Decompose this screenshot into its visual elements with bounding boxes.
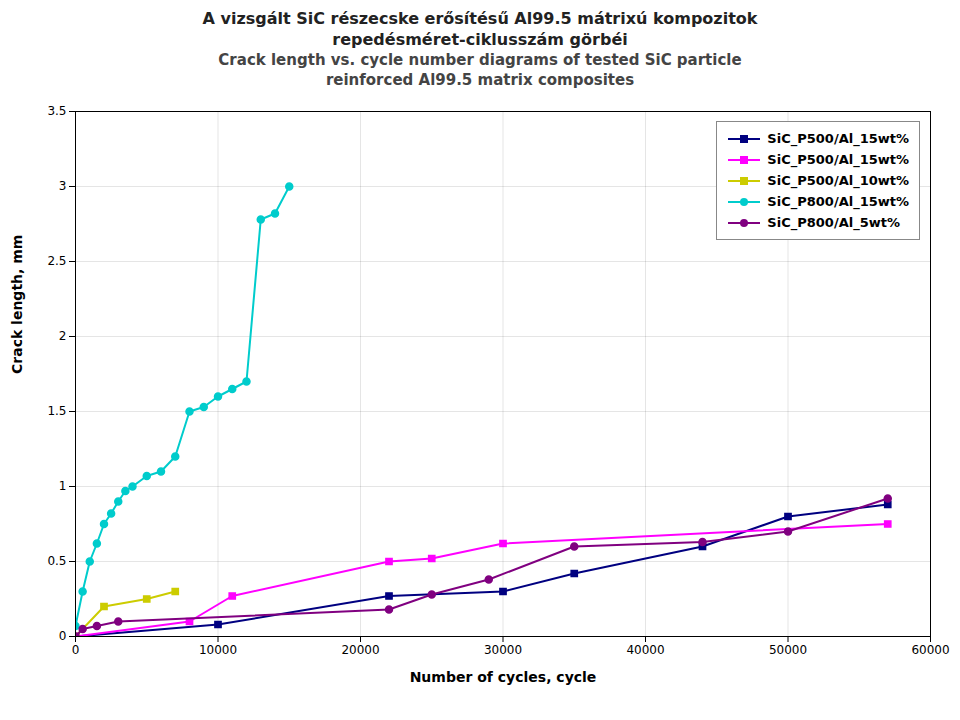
svg-text:40000: 40000: [626, 643, 664, 657]
svg-text:1.5: 1.5: [47, 404, 66, 418]
svg-text:3.5: 3.5: [47, 104, 66, 118]
svg-text:3: 3: [59, 179, 67, 193]
html-text:SiC_P800/Al_5wt%: SiC_P800/Al_5wt%: [767, 215, 900, 230]
svg-text:0: 0: [72, 643, 80, 657]
svg-text:Crack length, mm: Crack length, mm: [9, 235, 25, 374]
svg-text:Number of cycles, cycle: Number of cycles, cycle: [410, 669, 597, 685]
svg-text:60000: 60000: [911, 643, 949, 657]
svg-text:1: 1: [59, 479, 67, 493]
svg-text:50000: 50000: [769, 643, 807, 657]
svg-text:20000: 20000: [341, 643, 379, 657]
html-text:reinforced Al99.5 matrix compo: reinforced Al99.5 matrix composites: [325, 71, 635, 89]
html-text:SiC_P500/Al_15wt%: SiC_P500/Al_15wt%: [767, 131, 909, 146]
svg-text:2.5: 2.5: [47, 254, 66, 268]
svg-text:0: 0: [59, 629, 67, 643]
svg-text:30000: 30000: [484, 643, 522, 657]
html-text:SiC_P800/Al_15wt%: SiC_P800/Al_15wt%: [767, 194, 909, 209]
html-text:repedésméret-ciklusszám görbéi: repedésméret-ciklusszám görbéi: [332, 30, 628, 49]
html-text:Crack length vs. cycle number: Crack length vs. cycle number diagrams o…: [218, 51, 742, 69]
svg-text:2: 2: [59, 329, 67, 343]
svg-text:10000: 10000: [199, 643, 237, 657]
svg-text:0.5: 0.5: [47, 554, 66, 568]
html-text:A vizsgált SiC részecske erősí: A vizsgált SiC részecske erősítésű Al99.…: [202, 9, 758, 28]
html-text:SiC_P500/Al_10wt%: SiC_P500/Al_10wt%: [767, 173, 909, 188]
html-text:SiC_P500/Al_15wt%: SiC_P500/Al_15wt%: [767, 152, 909, 167]
